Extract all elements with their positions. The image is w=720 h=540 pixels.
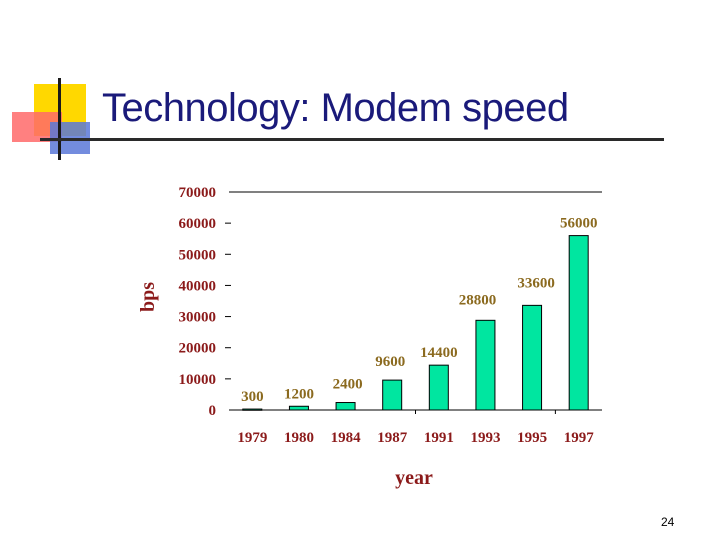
y-tick-label: 0 <box>209 403 217 419</box>
x-tick-label: 1979 <box>237 430 267 446</box>
bars <box>242 235 589 411</box>
x-tick-label: 1995 <box>517 430 547 446</box>
y-tick-label: 70000 <box>179 185 217 201</box>
y-axis-tick-marks <box>225 222 231 380</box>
x-tick-label: 1997 <box>564 430 595 446</box>
x-axis-tick-marks <box>415 410 556 414</box>
bar-1984 <box>335 402 356 411</box>
data-label-1980: 1200 <box>284 386 314 402</box>
y-tick-label: 60000 <box>179 216 217 232</box>
data-label-1991: 14400 <box>420 345 458 361</box>
title-underline <box>40 138 664 141</box>
bar-1997 <box>568 235 589 411</box>
y-tick-label: 30000 <box>179 310 217 326</box>
bar-1987 <box>382 379 403 411</box>
x-axis-label: year <box>395 467 433 489</box>
data-label-1987: 9600 <box>375 354 405 370</box>
x-axis-tick-labels: 1979 1980 1984 1987 1991 1993 1995 1997 <box>237 430 594 446</box>
data-label-1993: 28800 <box>459 292 497 308</box>
data-label-1995: 33600 <box>517 275 555 291</box>
bar-1991 <box>428 364 449 411</box>
page-number: 24 <box>661 515 675 529</box>
bar-1979 <box>242 408 263 411</box>
y-tick-label: 50000 <box>179 247 217 263</box>
y-axis-label: bps <box>137 282 159 312</box>
x-tick-label: 1993 <box>470 430 500 446</box>
bar-1993 <box>475 319 496 411</box>
x-tick-label: 1980 <box>284 430 314 446</box>
data-label-1997: 56000 <box>560 216 598 232</box>
y-tick-label: 40000 <box>179 278 217 294</box>
bar-1995 <box>522 304 543 411</box>
x-tick-label: 1984 <box>331 430 362 446</box>
y-tick-label: 20000 <box>179 341 217 357</box>
x-tick-label: 1991 <box>424 430 454 446</box>
data-labels: 300 1200 2400 9600 14400 28800 33600 56000 <box>241 216 597 405</box>
data-label-1979: 300 <box>241 389 264 405</box>
y-axis-tick-labels: 0 10000 20000 30000 40000 50000 60000 70000 <box>179 185 217 419</box>
y-tick-label: 10000 <box>179 372 217 388</box>
slide-title: Technology: Modem speed <box>102 86 569 130</box>
data-label-1984: 2400 <box>333 377 363 393</box>
bar-1980 <box>288 405 309 411</box>
logo-vertical-line <box>58 78 61 160</box>
x-tick-label: 1987 <box>377 430 408 446</box>
